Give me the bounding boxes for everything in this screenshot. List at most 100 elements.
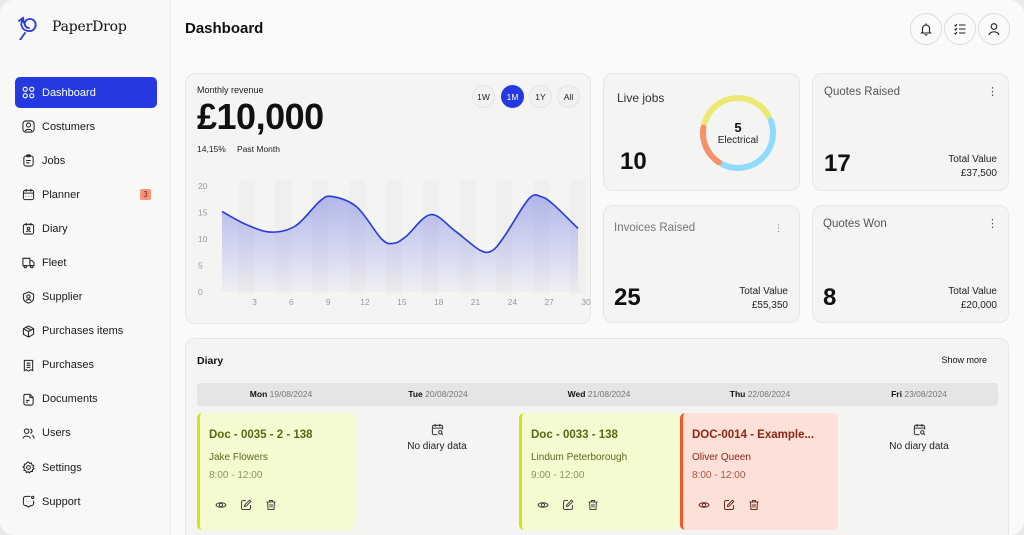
sidebar-item-fleet[interactable]: Fleet <box>15 247 157 278</box>
edit-icon <box>241 499 252 510</box>
sidebar-item-costumers[interactable]: Costumers <box>15 111 157 142</box>
live-jobs-card[interactable]: Live jobs 10 5 Electrical <box>603 73 800 191</box>
sidebar-item-support[interactable]: Support <box>15 486 157 517</box>
quotes-raised-card[interactable]: Quotes Raised ⋮ 17 Total Value £37,500 <box>812 73 1009 191</box>
quotes-raised-total: Total Value £37,500 <box>948 153 997 180</box>
sidebar-item-label: Planner <box>42 188 80 201</box>
svg-text:10: 10 <box>198 234 208 244</box>
diary-event-card[interactable]: Doc - 0035 - 2 - 138 Jake Flowers 8:00 -… <box>197 413 355 530</box>
sidebar-item-label: Fleet <box>42 256 67 269</box>
event-customer: Lindum Peterborough <box>531 452 628 463</box>
live-jobs-title: Live jobs <box>617 91 665 105</box>
sidebar-item-label: Supplier <box>42 291 83 304</box>
sidebar-item-documents[interactable]: Documents <box>15 384 157 415</box>
svg-text:15: 15 <box>198 208 208 218</box>
sidebar-item-users[interactable]: Users <box>15 418 157 449</box>
delete-button[interactable] <box>265 499 277 511</box>
svg-text:15: 15 <box>397 297 407 307</box>
tasks-button[interactable] <box>944 13 976 45</box>
view-button[interactable] <box>537 499 549 511</box>
view-button[interactable] <box>215 499 227 511</box>
sidebar-item-planner[interactable]: Planner 3 <box>15 179 157 210</box>
diary-event-card[interactable]: Doc - 0033 - 138 Lindum Peterborough 9:0… <box>519 413 679 530</box>
revenue-card: Monthly revenue £10,000 14,15% Past Mont… <box>185 73 591 324</box>
invoices-raised-value: 25 <box>614 284 641 311</box>
sidebar-item-label: Diary <box>42 222 68 235</box>
donut-center: 5 Electrical <box>698 120 778 147</box>
range-1m-button[interactable]: 1M <box>501 85 524 108</box>
eye-icon <box>215 502 227 508</box>
event-title: Doc - 0035 - 2 - 138 <box>209 429 313 441</box>
sidebar-item-jobs[interactable]: Jobs <box>15 145 157 176</box>
range-1y-button[interactable]: 1Y <box>529 85 552 108</box>
range-all-button[interactable]: All <box>557 85 580 108</box>
document-icon <box>23 393 34 406</box>
edit-button[interactable] <box>562 499 574 511</box>
edit-button[interactable] <box>723 499 735 511</box>
donut-center-value: 5 <box>734 120 742 135</box>
svg-text:9: 9 <box>326 297 331 307</box>
trash-icon <box>266 500 276 510</box>
diary-icon <box>22 223 35 235</box>
invoices-raised-more-button[interactable]: ⋮ <box>774 223 783 233</box>
edit-button[interactable] <box>240 499 252 511</box>
view-button[interactable] <box>698 499 710 511</box>
sidebar-item-settings[interactable]: Settings <box>15 452 157 483</box>
chat-icon <box>22 495 35 508</box>
show-more-link[interactable]: Show more <box>941 355 987 365</box>
day-header-tue: Tue 20/08/2024 <box>408 389 468 399</box>
svg-text:3: 3 <box>252 297 257 307</box>
sidebar-item-dashboard[interactable]: Dashboard <box>15 77 157 108</box>
diary-empty-tue: No diary data <box>357 423 517 452</box>
user-square-icon <box>22 120 35 133</box>
sidebar-item-supplier[interactable]: Supplier <box>15 282 157 313</box>
planner-count-badge: 3 <box>140 189 151 201</box>
diary-event-card[interactable]: DOC-0014 - Example... Oliver Queen 8:00 … <box>680 413 838 530</box>
sidebar-item-label: Support <box>42 495 81 508</box>
sidebar-item-diary[interactable]: Diary <box>15 213 157 244</box>
svg-text:18: 18 <box>434 297 444 307</box>
donut-center-label: Electrical <box>717 135 759 146</box>
quotes-won-more-button[interactable]: ⋮ <box>987 218 998 230</box>
calendar-search-icon <box>431 423 443 436</box>
svg-text:27: 27 <box>544 297 554 307</box>
edit-icon <box>724 499 735 510</box>
event-time: 8:00 - 12:00 <box>209 470 263 481</box>
quotes-won-title: Quotes Won <box>823 218 887 230</box>
edit-icon <box>563 499 574 510</box>
notifications-button[interactable] <box>910 13 942 45</box>
empty-text: No diary data <box>407 441 467 452</box>
user-icon <box>988 23 1000 36</box>
sidebar-item-purchases-items[interactable]: Purchases items <box>15 316 157 347</box>
svg-text:6: 6 <box>289 297 294 307</box>
svg-text:30: 30 <box>581 297 591 307</box>
profile-button[interactable] <box>978 13 1010 45</box>
day-header-mon: Mon 19/08/2024 <box>249 389 313 399</box>
revenue-label: Monthly revenue <box>197 85 264 95</box>
event-time: 8:00 - 12:00 <box>692 470 746 481</box>
range-1w-button[interactable]: 1W <box>472 85 495 108</box>
sidebar-item-purchases[interactable]: Purchases <box>15 350 157 381</box>
total-label: Total Value <box>948 286 997 297</box>
event-time: 9:00 - 12:00 <box>531 470 585 481</box>
quotes-won-card[interactable]: Quotes Won ⋮ 8 Total Value £20,000 <box>812 205 1009 323</box>
invoices-raised-card[interactable]: Invoices Raised ⋮ 25 Total Value £55,350 <box>603 205 800 323</box>
sidebar-item-label: Costumers <box>42 120 96 133</box>
empty-text: No diary data <box>889 441 949 452</box>
delete-button[interactable] <box>748 499 760 511</box>
quotes-raised-title: Quotes Raised <box>824 86 901 98</box>
trash-icon <box>749 500 759 510</box>
total-label: Total Value <box>948 154 997 165</box>
delete-button[interactable] <box>587 499 599 511</box>
diary-card: Diary Show more Mon 19/08/2024 Tue 20/08… <box>185 338 1009 535</box>
quotes-raised-more-button[interactable]: ⋮ <box>987 86 998 98</box>
bell-icon <box>920 23 932 36</box>
invoices-raised-title: Invoices Raised <box>614 222 696 234</box>
users-icon <box>22 428 35 439</box>
day-header-wed: Wed 21/08/2024 <box>567 389 631 399</box>
brand-name: PaperDrop <box>52 19 127 35</box>
logo[interactable]: PaperDrop <box>16 14 127 40</box>
revenue-change: 14,15% <box>197 144 226 154</box>
revenue-chart: 0 5 10 15 20 3 6 9 12 15 18 21 24 27 30 <box>198 180 591 307</box>
event-title: DOC-0014 - Example... <box>692 429 815 441</box>
